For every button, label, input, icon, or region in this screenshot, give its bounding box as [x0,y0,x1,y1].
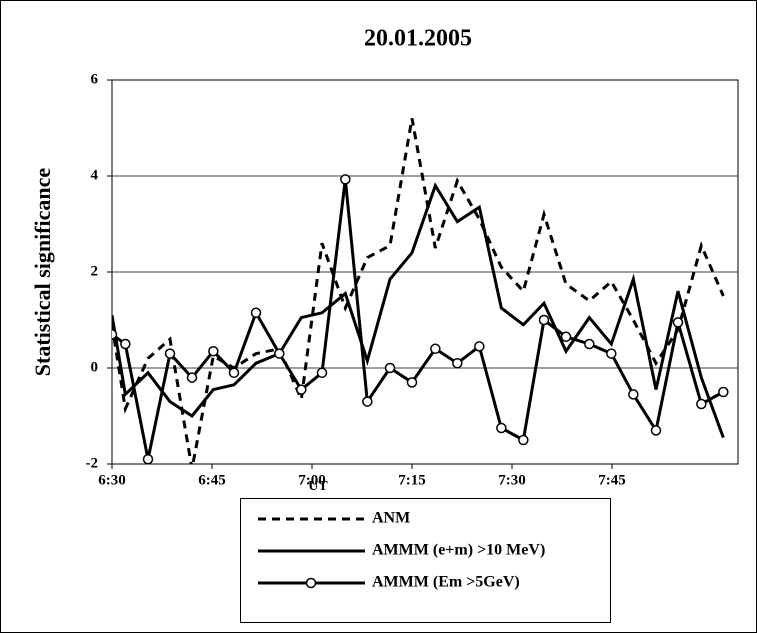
point-marker [208,345,219,357]
x-tick-label: 6:45 [198,472,226,488]
legend-label: AMMM (Em >5GeV) [372,574,520,591]
legend-marker [305,577,317,589]
series-line [112,182,725,439]
point-marker [406,377,418,388]
point-marker [120,338,131,350]
y-tick-label: 4 [91,167,99,183]
point-marker [584,338,595,350]
point-marker [164,348,176,359]
point-marker [474,341,485,352]
point-marker [362,396,373,407]
chart-title: 20.01.2005 [364,26,472,52]
point-marker [606,348,617,359]
x-tick-label: 7:30 [498,472,526,488]
legend-label: ANM [372,510,410,527]
x-axis-label: UT [308,479,328,494]
plot-area [112,118,729,464]
x-tick-label: 7:00 [298,472,326,488]
point-marker [672,317,684,328]
y-tick-label: -2 [86,455,99,471]
point-marker [112,329,118,340]
point-marker [228,367,240,379]
plot-border [111,79,739,465]
point-marker [628,389,639,400]
point-marker [316,367,328,379]
point-marker [186,372,198,383]
point-marker [452,357,463,369]
point-marker [340,174,351,185]
point-marker [274,348,285,359]
point-marker [430,343,441,355]
y-tick-label: 6 [91,71,99,87]
x-tick-label: 7:15 [398,472,426,488]
x-tick-label: 7:45 [598,472,626,488]
legend-label: AMMM (e+m) >10 MeV) [372,542,545,559]
point-marker [142,453,154,464]
point-marker [538,314,550,326]
point-marker [696,398,707,410]
point-marker [496,422,507,434]
point-marker [518,434,529,446]
y-axis-label: Statistical significance [30,168,55,377]
point-marker [384,362,396,374]
x-tick-label: 6:30 [98,472,126,488]
point-marker [560,331,572,343]
point-marker [650,425,662,436]
y-tick-label: 0 [91,359,99,375]
y-tick-label: 2 [91,263,99,279]
point-marker [296,384,307,395]
series-line [112,118,725,464]
point-marker [250,307,262,319]
legend [240,498,611,623]
point-marker [718,386,729,398]
